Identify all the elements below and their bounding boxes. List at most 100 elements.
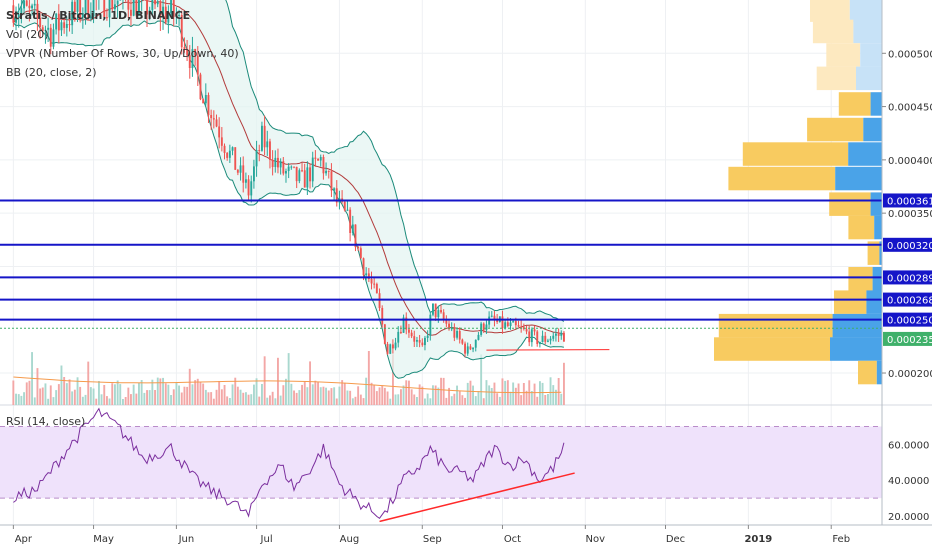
candle-body: [228, 150, 231, 158]
volume-bar: [410, 389, 413, 405]
candle-body: [330, 171, 333, 191]
candle-body: [539, 342, 541, 344]
volume-bar: [448, 387, 450, 405]
vpvr-down-bar: [858, 360, 877, 385]
x-tick-label-1: May: [93, 534, 114, 545]
indicator-volume[interactable]: Vol (20): [6, 28, 49, 41]
volume-bar: [480, 354, 483, 405]
candle-body: [301, 170, 303, 172]
volume-bar: [239, 389, 242, 405]
volume-bar: [539, 381, 541, 405]
volume-bar: [298, 390, 301, 405]
volume-bar: [386, 391, 389, 405]
candle-body: [210, 115, 213, 119]
volume-bar: [482, 398, 485, 405]
volume-bar: [338, 386, 341, 405]
volume-bar: [416, 397, 418, 405]
vpvr-up-bar: [860, 43, 882, 67]
candle-body: [154, 0, 156, 5]
volume-bar: [440, 377, 442, 405]
bb-fill: [13, 0, 564, 379]
horizontal-levels[interactable]: 0.0003619 0.0003203 0.0002897 0.0002689 0.00…: [0, 193, 932, 327]
candle-body: [191, 49, 194, 68]
vpvr-down-bar: [718, 313, 833, 338]
candle-body: [520, 326, 523, 328]
volume-bar: [392, 354, 394, 405]
volume-bar: [512, 382, 515, 405]
vpvr-up-bar: [872, 267, 882, 291]
candle-body: [167, 13, 170, 23]
volume-bar: [496, 393, 499, 405]
volume-bar: [148, 390, 151, 405]
volume-bar: [250, 394, 253, 405]
volume-bar: [303, 381, 306, 405]
candle-body: [87, 0, 90, 19]
candle-body: [277, 157, 279, 168]
volume-bar: [341, 380, 344, 405]
volume-bar: [472, 385, 474, 405]
vpvr-down-bar: [816, 66, 856, 91]
volume-bar: [453, 393, 456, 405]
vpvr-up-bar: [879, 241, 882, 265]
candle-body: [456, 331, 458, 338]
vpvr-down-bar: [838, 92, 871, 116]
volume-bar: [306, 387, 309, 405]
candle-body: [138, 0, 140, 16]
volume-bar: [188, 368, 191, 405]
bb-lower: [13, 20, 564, 379]
volume-bar: [41, 387, 44, 405]
volume-bar: [114, 384, 116, 405]
volume-bar: [375, 391, 378, 405]
level-tag-4: [883, 312, 932, 327]
indicator-rsi[interactable]: RSI (14, close): [6, 415, 86, 428]
y-tick-label-4: 0.0002000: [888, 369, 932, 380]
indicator-vpvr[interactable]: VPVR (Number Of Rows, 30, Up/Down, 40): [6, 47, 239, 60]
candle-body: [162, 6, 164, 17]
candle-body: [164, 6, 167, 23]
candle-body: [202, 99, 205, 104]
vpvr-up-bar: [870, 192, 882, 216]
candle-body: [212, 118, 215, 120]
candle-body: [271, 159, 274, 167]
volume-bar: [60, 365, 63, 405]
y-tick-label-0: 0.0005000: [888, 49, 932, 60]
volume-bar: [207, 392, 210, 405]
chart-title: Stratis / Bitcoin, 1D, BINANCE: [6, 9, 191, 22]
candle-body: [170, 0, 172, 14]
volume-bar: [325, 387, 327, 405]
volume-bar: [474, 396, 477, 405]
volume-bar: [151, 379, 154, 405]
volume-bar: [100, 394, 103, 405]
candle-body: [552, 335, 555, 339]
candle-body: [52, 29, 55, 47]
candle-body: [103, 0, 106, 18]
volume-bar: [140, 380, 143, 405]
volume-bar: [71, 391, 74, 405]
candle-body: [159, 1, 162, 17]
candle-body: [349, 209, 352, 233]
candle-body: [381, 308, 384, 325]
candle-body: [322, 157, 325, 174]
level-label-0: 0.0003619: [887, 196, 932, 207]
volume-bar: [73, 389, 76, 405]
candle-body: [477, 334, 480, 340]
candle-body: [442, 312, 445, 321]
volume-bar: [311, 384, 314, 405]
volume-bar: [322, 386, 325, 405]
candle-body: [242, 165, 245, 183]
volume-bar: [282, 385, 285, 405]
volume-bar: [124, 397, 127, 405]
candle-body: [183, 47, 186, 49]
volume-bar: [501, 378, 504, 405]
volume-bar: [65, 383, 68, 405]
candle-body: [84, 0, 87, 13]
indicator-bollinger[interactable]: BB (20, close, 2): [6, 66, 97, 79]
volume-bar: [365, 377, 368, 405]
volume-bar: [156, 377, 159, 405]
volume-bar: [25, 382, 28, 405]
candle-body: [196, 55, 199, 75]
volume-bar: [458, 391, 461, 405]
candle-body: [362, 258, 365, 276]
volume-bar: [138, 382, 140, 405]
